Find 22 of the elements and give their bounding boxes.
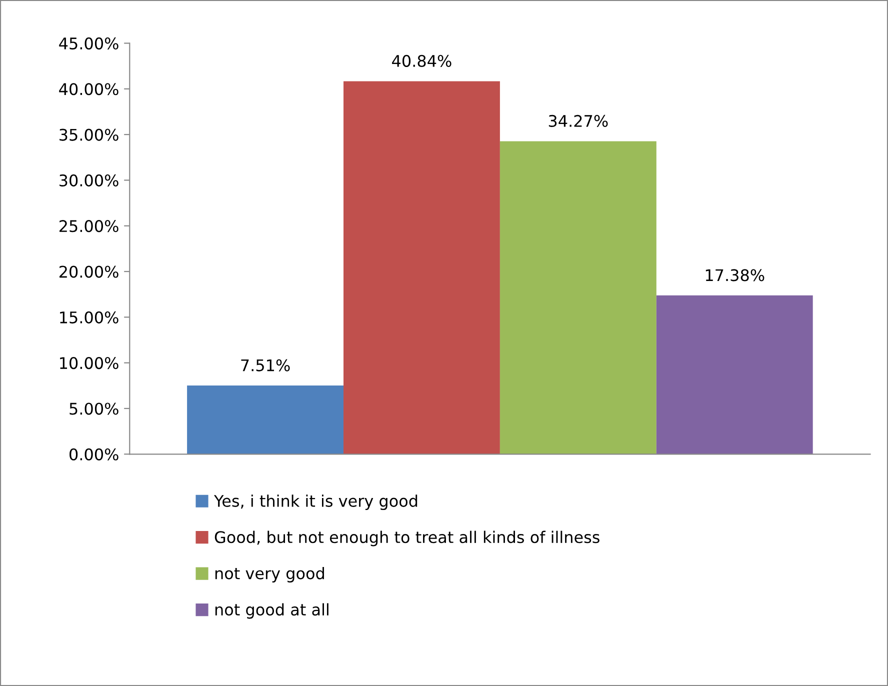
- bar: [343, 81, 500, 454]
- bar: [187, 386, 344, 454]
- legend-label: Yes, i think it is very good: [214, 494, 418, 510]
- y-tick-label: 45.00%: [59, 37, 118, 50]
- data-label: 34.27%: [548, 114, 608, 127]
- y-tick-label: 40.00%: [59, 83, 118, 96]
- y-tick-label: 10.00%: [60, 357, 118, 370]
- legend-label: not very good: [215, 567, 324, 582]
- data-label: 40.84%: [392, 54, 452, 67]
- y-tick-label: 30.00%: [60, 174, 118, 186]
- data-label: 17.38%: [706, 269, 764, 282]
- y-tick-label: 0.00%: [70, 448, 118, 460]
- data-label: 7.51%: [241, 359, 290, 372]
- bar: [500, 141, 656, 454]
- y-tick-label: 15.00%: [60, 311, 118, 324]
- y-tick-label: 35.00%: [60, 128, 118, 141]
- legend-label: Good, but not enough to treat all kinds of illness: [214, 530, 600, 546]
- legend-label: not good at all: [215, 603, 328, 619]
- bar: [656, 295, 813, 454]
- y-tick-label: 20.00%: [60, 266, 118, 278]
- y-tick-label: 25.00%: [60, 220, 118, 232]
- y-tick-label: 5.00%: [70, 402, 118, 415]
